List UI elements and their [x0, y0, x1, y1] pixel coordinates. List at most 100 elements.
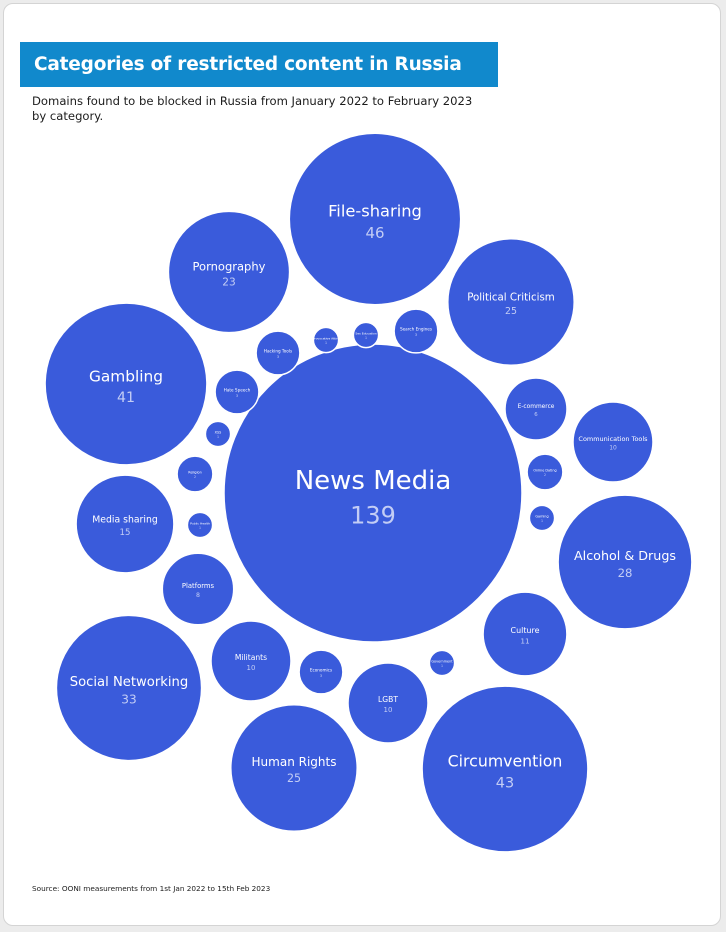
bubble-label: Hacking Tools — [264, 348, 292, 353]
bubble-circle — [347, 662, 429, 744]
bubble-label: News Media — [295, 466, 452, 496]
bubble-value: 3 — [415, 332, 418, 337]
bubble-circle — [447, 238, 575, 366]
bubble-circle — [528, 504, 556, 532]
bubble-value: 41 — [117, 390, 135, 406]
bubble-circle — [504, 377, 568, 441]
bubble-label: Gambling — [89, 368, 163, 386]
bubble-value: 23 — [222, 277, 235, 289]
bubble-value: 2 — [544, 473, 546, 477]
bubble-label: Pornography — [193, 259, 266, 273]
bubble-value: 1 — [217, 435, 219, 439]
bubble-value: 2 — [194, 475, 196, 479]
bubble-value: 1 — [441, 664, 443, 668]
bubble-label: Platforms — [182, 582, 215, 590]
bubble-communication-tools: Communication Tools 10 — [572, 401, 654, 483]
bubble-value: 10 — [384, 706, 393, 714]
bubble-e-commerce: E-commerce 6 — [504, 377, 568, 441]
bubble-value: 25 — [505, 306, 517, 317]
bubble-value: 3 — [277, 354, 280, 359]
bubble-media-sharing: Media sharing 15 — [75, 474, 175, 574]
bubble-value: 1 — [541, 519, 543, 523]
bubble-label: Public Health — [190, 522, 210, 526]
bubble-circle — [176, 455, 214, 493]
bubble-label: File-sharing — [328, 202, 422, 221]
bubble-value: 25 — [287, 772, 301, 785]
bubble-label: Alcohol & Drugs — [574, 548, 676, 563]
bubble-label: Social Networking — [70, 675, 188, 690]
bubble-circle — [186, 511, 214, 539]
bubble-circle — [214, 369, 260, 415]
bubble-circle — [167, 210, 291, 334]
bubble-value: 33 — [121, 692, 136, 706]
bubble-label: Provocative Attire — [313, 337, 340, 341]
bubble-value: 15 — [120, 528, 131, 538]
bubble-circle — [393, 308, 439, 354]
bubble-circle — [298, 649, 344, 695]
bubble-label: Political Criticism — [467, 292, 555, 304]
bubble-label: Circumvention — [448, 752, 563, 771]
bubble-value: 6 — [534, 412, 538, 418]
bubble-circle — [352, 321, 380, 349]
bubble-circle — [55, 614, 203, 762]
bubble-label: Sex Education — [355, 332, 376, 336]
bubble-circle — [161, 552, 235, 626]
bubble-value: 11 — [520, 636, 529, 645]
bubble-value: 3 — [320, 673, 323, 678]
bubble-label: E-commerce — [518, 404, 555, 410]
bubble-pornography: Pornography 23 — [167, 210, 291, 334]
bubble-news-media: News Media 139 — [223, 343, 523, 643]
title-banner: Categories of restricted content in Russ… — [20, 42, 498, 87]
bubble-value: 1 — [199, 526, 201, 530]
bubble-label: Militants — [235, 653, 267, 662]
bubble-political-criticism: Political Criticism 25 — [447, 238, 575, 366]
bubble-label: Gaming — [535, 515, 548, 519]
bubble-label: Government — [431, 660, 453, 664]
bubble-label: Religion — [188, 471, 202, 475]
bubble-social-networking: Social Networking 33 — [55, 614, 203, 762]
bubble-value: 28 — [618, 566, 633, 580]
bubble-circumvention: Circumvention 43 — [421, 685, 589, 853]
bubble-value: 46 — [365, 224, 384, 242]
bubble-circle — [75, 474, 175, 574]
bubble-circle — [230, 704, 358, 832]
bubble-label: Human Rights — [252, 755, 337, 769]
bubble-platforms: Platforms 8 — [161, 552, 235, 626]
bubble-label: Online Dating — [533, 469, 556, 473]
bubble-value: 10 — [247, 664, 256, 672]
bubble-circle — [210, 620, 292, 702]
bubble-gambling: Gambling 41 — [44, 302, 208, 466]
bubble-label: Culture — [511, 626, 540, 635]
source-note: Source: OONI measurements from 1st Jan 2… — [32, 884, 271, 893]
bubble-file-sharing: File-sharing 46 — [288, 132, 462, 306]
bubble-label: Communication Tools — [578, 435, 648, 443]
bubble-value: 43 — [496, 775, 514, 791]
bubble-label: XSS — [215, 431, 222, 435]
bubble-lgbt: LGBT 10 — [347, 662, 429, 744]
bubble-circle — [312, 326, 340, 354]
bubble-label: LGBT — [378, 695, 398, 704]
bubble-value: 8 — [196, 592, 200, 599]
bubble-alcohol-drugs: Alcohol & Drugs 28 — [557, 494, 693, 630]
bubble-value: 10 — [609, 445, 617, 452]
bubble-value: 139 — [350, 501, 396, 529]
bubble-label: Economics — [310, 667, 332, 672]
bubble-circle — [288, 132, 462, 306]
bubble-circle — [44, 302, 208, 466]
bubble-human-rights: Human Rights 25 — [230, 704, 358, 832]
bubble-circle — [557, 494, 693, 630]
bubble-circle — [572, 401, 654, 483]
bubble-label: Hate Speech — [224, 387, 251, 392]
